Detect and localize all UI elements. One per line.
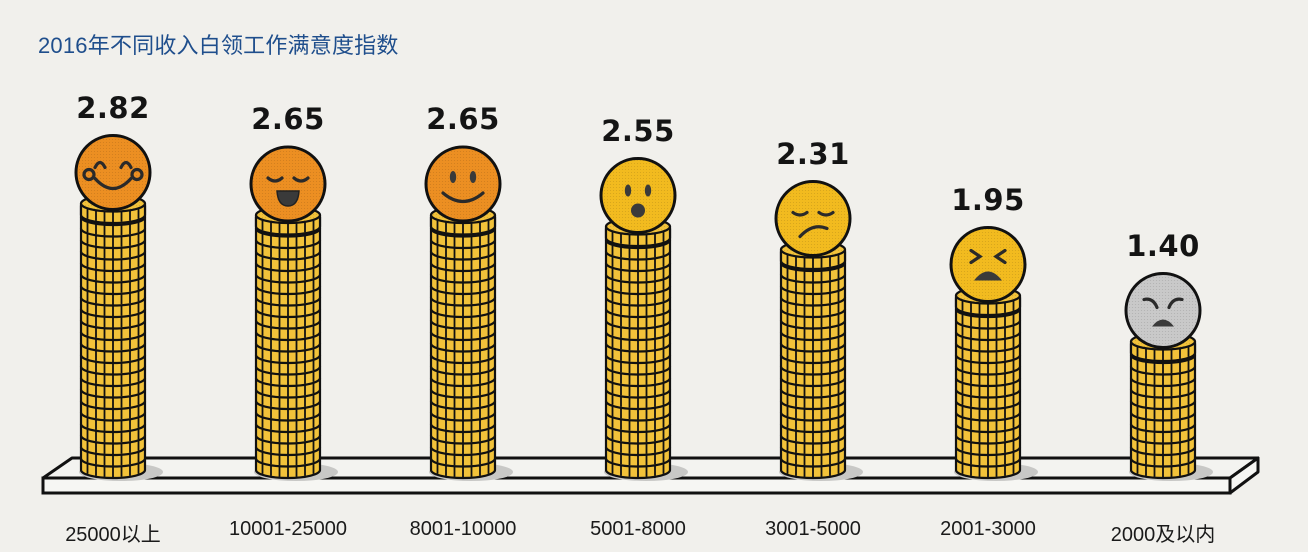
crying-face-icon <box>949 226 1027 303</box>
data-value-label: 2.55 <box>601 113 675 148</box>
data-value-label: 1.95 <box>951 182 1025 217</box>
coin-stack: $ <box>424 145 513 481</box>
coin-stack: $ <box>74 134 163 481</box>
grinning-face-icon <box>74 134 152 211</box>
x-axis-category-label: 3001-5000 <box>765 518 861 540</box>
data-value-label: 1.40 <box>1126 228 1200 263</box>
displeased-face-icon <box>774 180 852 257</box>
happy-closed-eyes-face-icon <box>249 145 327 223</box>
coin-stack: $ <box>249 145 338 481</box>
coin-stack: $ <box>1124 272 1213 481</box>
data-value-label: 2.65 <box>251 102 325 136</box>
surprised-face-icon <box>599 157 677 234</box>
coin-stack: $ <box>949 226 1038 481</box>
x-axis-category-label: 2001-3000 <box>940 518 1036 540</box>
x-axis-category-label: 10001-25000 <box>229 518 347 540</box>
data-value-label: 2.31 <box>776 136 850 171</box>
x-axis-category-label: 25000以上 <box>65 524 161 546</box>
smiling-face-icon <box>424 145 502 223</box>
coin-stack: $ <box>774 180 863 481</box>
data-value-label: 2.65 <box>426 102 500 136</box>
chart-title: 2016年不同收入白领工作满意度指数 <box>38 33 399 58</box>
x-axis-category-label: 8001-10000 <box>409 518 517 540</box>
data-value-label: 2.82 <box>76 90 150 125</box>
angry-face-icon <box>1124 272 1202 349</box>
coin-stack: $ <box>599 157 688 481</box>
x-axis-category-label: 5001-8000 <box>590 518 686 540</box>
x-axis-category-label: 2000及以内 <box>1110 524 1216 546</box>
